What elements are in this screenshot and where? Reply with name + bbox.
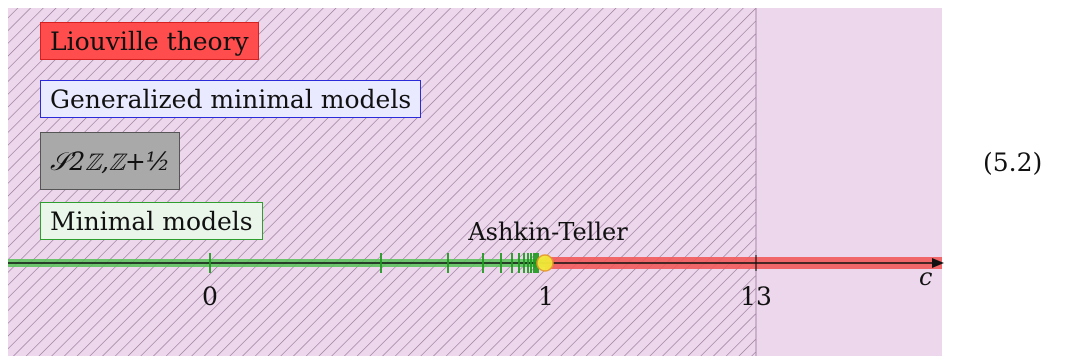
legend-generalized-minimal-models: Generalized minimal models [40, 80, 422, 118]
axis-arrow [932, 258, 944, 268]
tick-marks [209, 253, 757, 273]
tick-label-1: 1 [538, 282, 554, 311]
axis-name-c: c [919, 263, 933, 291]
s-sector-subscript: 2ℤ,ℤ+½ [69, 147, 171, 176]
s-sector-symbol: 𝒮 [50, 147, 70, 176]
legend-liouville: Liouville theory [40, 22, 259, 60]
tick-label-0: 0 [202, 282, 218, 311]
tick-label-13: 13 [740, 282, 772, 311]
legend-generalized-label: Generalized minimal models [50, 85, 412, 114]
legend-s-sector: 𝒮2ℤ,ℤ+½ [40, 132, 181, 190]
legend-minimal-label: Minimal models [50, 207, 253, 236]
ashkin-teller-point [536, 254, 554, 272]
ashkin-teller-label: Ashkin-Teller [468, 218, 628, 246]
legend-minimal-models: Minimal models [40, 202, 263, 240]
legend-liouville-label: Liouville theory [50, 27, 249, 56]
equation-number: (5.2) [983, 148, 1043, 177]
